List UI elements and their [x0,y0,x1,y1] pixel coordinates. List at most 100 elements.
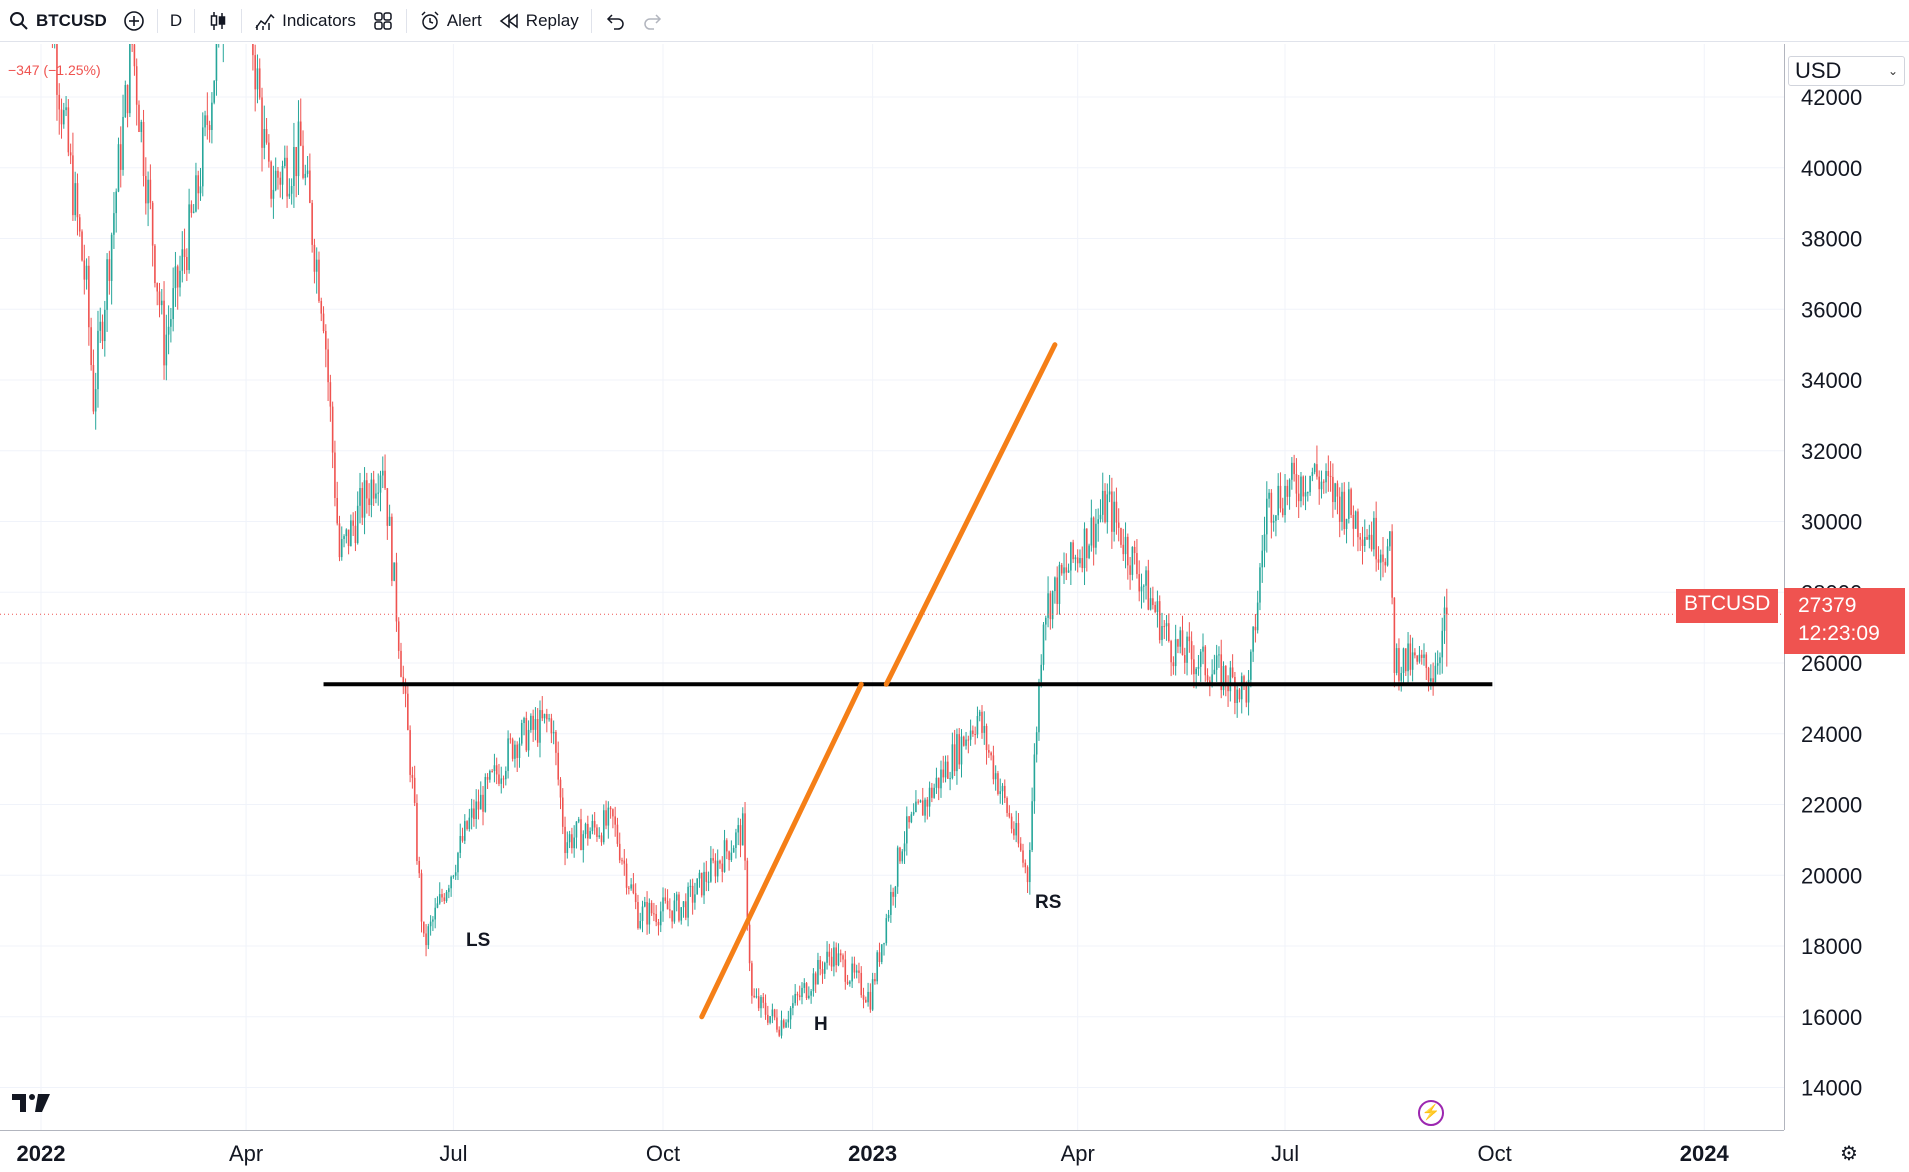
candle-body [1204,646,1207,676]
alert-label: Alert [446,10,482,30]
candle-body [598,835,601,837]
interval-button[interactable]: D [162,0,190,42]
symbol-search-button[interactable]: BTCUSD [0,0,115,42]
toolbar-divider [590,8,592,33]
candle-body [1313,464,1316,473]
candle-body [459,835,462,853]
candle-body [1042,624,1045,665]
candle-body [862,995,865,1000]
indicators-button[interactable]: Indicators [246,0,364,42]
candle-body [876,952,878,982]
candle-body [199,186,202,194]
candle-body [789,1008,792,1020]
candle-body [1083,528,1086,569]
candle-body [186,256,188,271]
candle-body [933,787,935,798]
candle-body [479,794,482,810]
replay-button[interactable]: Replay [490,0,587,42]
price-scale[interactable]: 4200040000380003600034000320003000028000… [1784,44,1909,1130]
candle-body [782,1020,785,1028]
candle-body [518,743,521,758]
candle-body [896,847,899,887]
candle-body [1197,666,1200,669]
candle-body [1300,476,1302,502]
top-toolbar: BTCUSD D Indicators Alert Replay [0,0,1909,42]
candle-body [295,147,297,177]
tradingview-logo[interactable] [12,1092,52,1114]
candle-body [359,488,361,506]
candle-body [119,144,122,170]
lightning-icon[interactable]: ⚡ [1418,1100,1444,1126]
candle-body [1441,630,1444,658]
compare-symbol-button[interactable] [115,0,153,42]
candle-body [1361,539,1364,546]
price-tick-label: 14000 [1801,1076,1862,1101]
candle-body [1309,475,1311,493]
candle-body [899,847,901,862]
candle-body [154,245,156,284]
candle-body [1400,672,1403,681]
candle-body [67,107,70,153]
candle-body [1311,472,1314,476]
candle-body [1348,489,1350,519]
candle-body [167,326,170,335]
candle-body [140,121,143,133]
chart-pane[interactable] [0,0,1784,1130]
candle-body [60,109,63,125]
candle-body [179,270,181,288]
undo-button[interactable] [596,0,634,42]
candle-body [814,973,817,985]
price-scale-labels: 4200040000380003600034000320003000028000… [1801,85,1862,1101]
time-scale[interactable]: 2022 Apr Jul Oct 2023 Apr Jul Oct 2024 [0,1130,1784,1172]
candle-body [345,529,348,537]
layouts-button[interactable] [364,0,402,42]
candle-body [452,875,455,877]
candle-body [1154,605,1156,612]
candle-body [969,730,972,740]
candle-body [878,952,881,962]
alert-button[interactable]: Alert [411,0,490,42]
rewind-icon [499,13,518,28]
candle-body [1368,534,1371,540]
candle-body [108,259,111,281]
candle-body [653,913,655,915]
candle-body [1320,481,1323,490]
currency-label: USD [1795,58,1842,83]
candle-body [309,170,311,203]
chart-type-button[interactable] [199,0,237,42]
candle-body [1336,483,1339,497]
candle-body [318,259,320,302]
candle-body [937,777,940,789]
candle-body [160,300,163,306]
candle-body [438,894,441,904]
candle-body [705,871,708,882]
candle-body [523,717,525,723]
candle-body [967,739,970,741]
redo-button[interactable] [634,0,672,42]
candle-body [313,244,316,272]
candle-body [1427,667,1430,682]
candle-body [124,84,127,117]
price-chart[interactable] [0,0,1784,1130]
candle-body [1443,607,1446,631]
candle-body [425,933,427,946]
candle-body [256,68,259,90]
gear-icon[interactable]: ⚙ [1840,1143,1858,1165]
candle-body [669,909,671,911]
candle-body [505,770,507,780]
candle-body [1131,546,1134,575]
price-tick-label: 16000 [1801,1005,1862,1030]
candle-body [942,769,945,778]
candle-body [584,823,587,835]
candle-body [1234,676,1236,704]
candle-body [1063,567,1065,574]
candle-body [252,0,254,56]
candle-body [174,266,177,289]
candle-body [475,801,477,820]
currency-dropdown[interactable]: USD ⌄ [1788,56,1905,86]
candle-body [678,894,680,921]
candle-body [917,801,919,803]
candle-body [272,189,275,199]
candle-body [477,801,480,810]
candle-body [1293,462,1295,475]
